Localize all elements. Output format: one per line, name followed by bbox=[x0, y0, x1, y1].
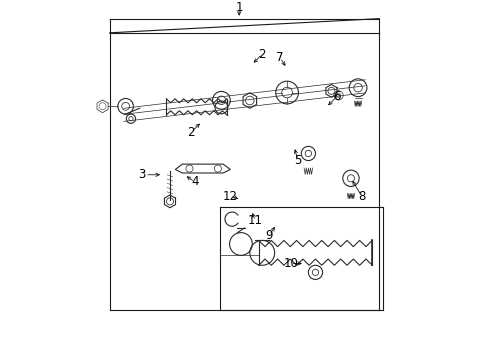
Text: 2: 2 bbox=[187, 126, 195, 139]
Text: 8: 8 bbox=[357, 190, 365, 203]
Text: 2: 2 bbox=[258, 48, 265, 60]
Text: 6: 6 bbox=[332, 90, 340, 103]
Text: 4: 4 bbox=[191, 175, 198, 188]
Text: 5: 5 bbox=[293, 154, 301, 167]
Text: 7: 7 bbox=[276, 51, 283, 64]
Text: 3: 3 bbox=[138, 168, 145, 181]
Text: 10: 10 bbox=[283, 257, 298, 270]
Text: 9: 9 bbox=[265, 229, 272, 242]
Text: 1: 1 bbox=[235, 1, 243, 14]
Text: 11: 11 bbox=[247, 215, 262, 228]
Text: 12: 12 bbox=[223, 190, 237, 203]
